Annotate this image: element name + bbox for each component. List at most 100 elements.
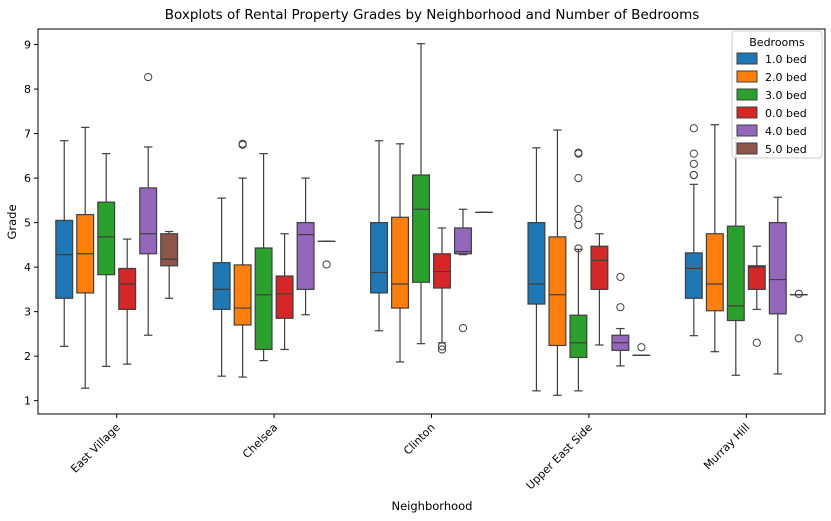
- box-group: [275, 233, 294, 351]
- legend-label: 2.0 bed: [765, 71, 807, 84]
- box-group: [453, 208, 472, 333]
- box: [370, 222, 389, 294]
- y-tick-label: 8: [24, 83, 31, 96]
- box-group: [317, 240, 336, 269]
- legend-swatch: [736, 88, 758, 101]
- box-group: [569, 148, 588, 392]
- box-group: [726, 137, 745, 376]
- box-group: [391, 143, 410, 363]
- y-tick-label: 3: [24, 306, 31, 319]
- legend-swatch: [736, 52, 758, 65]
- box: [254, 247, 273, 351]
- plot-area: [55, 43, 808, 396]
- legend-swatch: [736, 142, 758, 155]
- box-group: [768, 196, 787, 375]
- box: [747, 265, 766, 290]
- legend-label: 5.0 bed: [765, 143, 807, 156]
- y-axis-label: Grade: [5, 204, 19, 239]
- y-axis: 1 2 3 4 5 6 7 8 9: [24, 39, 38, 408]
- legend-label: 1.0 bed: [765, 53, 807, 66]
- x-tick-label: Murray Hill: [701, 421, 752, 472]
- box-group: [212, 197, 231, 377]
- box: [412, 174, 431, 283]
- box: [55, 219, 74, 299]
- box-group: [590, 233, 609, 346]
- x-tick-label: Clinton: [401, 421, 438, 458]
- outlier-point: [574, 148, 583, 157]
- x-axis: East Village Chelsea Clinton Upper East Sid…: [68, 414, 752, 492]
- legend-swatch: [736, 124, 758, 137]
- outlier-point: [752, 338, 761, 347]
- legend-label: 3.0 bed: [765, 89, 807, 102]
- box-group: [684, 124, 703, 337]
- outlier-point: [689, 159, 698, 168]
- outlier-point: [322, 260, 331, 269]
- y-tick-label: 9: [24, 39, 31, 52]
- box-group: [160, 230, 179, 299]
- box-group: [296, 177, 315, 316]
- legend-label: 4.0 bed: [765, 125, 807, 138]
- box-group: [789, 289, 808, 343]
- outlier-point: [437, 342, 447, 351]
- box-group: [55, 140, 74, 347]
- box: [233, 264, 252, 326]
- outlier-point: [437, 345, 447, 354]
- box: [296, 222, 315, 290]
- outlier-point: [794, 334, 803, 343]
- box: [97, 201, 116, 276]
- outlier-point: [689, 149, 698, 158]
- x-tick-label: Upper East Side: [524, 421, 595, 492]
- box: [527, 222, 546, 305]
- outlier-point: [574, 174, 583, 183]
- x-tick-label: Chelsea: [240, 421, 280, 461]
- outlier-point: [458, 323, 468, 333]
- outlier-point: [574, 214, 583, 223]
- box-group: [139, 72, 158, 336]
- box: [391, 216, 410, 309]
- y-tick-label: 6: [24, 172, 31, 185]
- outlier-point: [689, 124, 698, 133]
- outlier-point: [574, 244, 583, 253]
- box: [569, 314, 588, 359]
- box-group: [632, 343, 651, 356]
- box-group: [370, 140, 389, 332]
- box-group: [97, 153, 116, 367]
- outlier-point: [238, 139, 247, 148]
- box: [118, 267, 137, 311]
- x-tick-label: East Village: [68, 421, 123, 476]
- box-group: [611, 272, 630, 367]
- y-tick-label: 5: [24, 217, 31, 230]
- outlier-point: [794, 289, 803, 298]
- outlier-point: [616, 303, 625, 312]
- box: [275, 275, 294, 319]
- outlier-point: [689, 170, 698, 180]
- y-tick-label: 4: [24, 261, 31, 274]
- box: [212, 262, 231, 311]
- box-group: [233, 139, 252, 378]
- x-axis-label: Neighborhood: [392, 499, 473, 513]
- legend-swatch: [736, 106, 758, 119]
- box-group: [76, 126, 95, 389]
- outlier-point: [144, 72, 153, 82]
- y-tick-label: 1: [24, 395, 31, 408]
- legend-title: Bedrooms: [749, 36, 805, 49]
- box: [768, 222, 787, 315]
- box: [160, 233, 179, 267]
- box: [432, 253, 451, 289]
- box: [139, 187, 158, 255]
- box: [705, 233, 724, 312]
- y-tick-label: 7: [24, 128, 31, 141]
- outlier-point: [574, 205, 583, 214]
- box-group: [747, 245, 766, 347]
- box-group: [705, 124, 724, 353]
- box: [684, 252, 703, 299]
- box: [453, 227, 472, 255]
- chart-title: Boxplots of Rental Property Grades by Ne…: [165, 7, 700, 23]
- box-group: [412, 43, 431, 345]
- box: [590, 245, 609, 290]
- box: [726, 225, 745, 322]
- box-group: [548, 129, 567, 396]
- box-group: [118, 238, 137, 365]
- outlier-point: [574, 220, 583, 229]
